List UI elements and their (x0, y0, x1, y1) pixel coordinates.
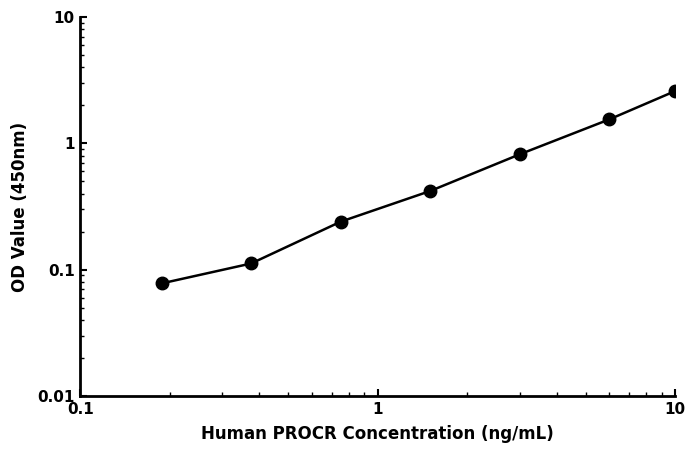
X-axis label: Human PROCR Concentration (ng/mL): Human PROCR Concentration (ng/mL) (201, 425, 554, 443)
Y-axis label: OD Value (450nm): OD Value (450nm) (11, 122, 29, 291)
